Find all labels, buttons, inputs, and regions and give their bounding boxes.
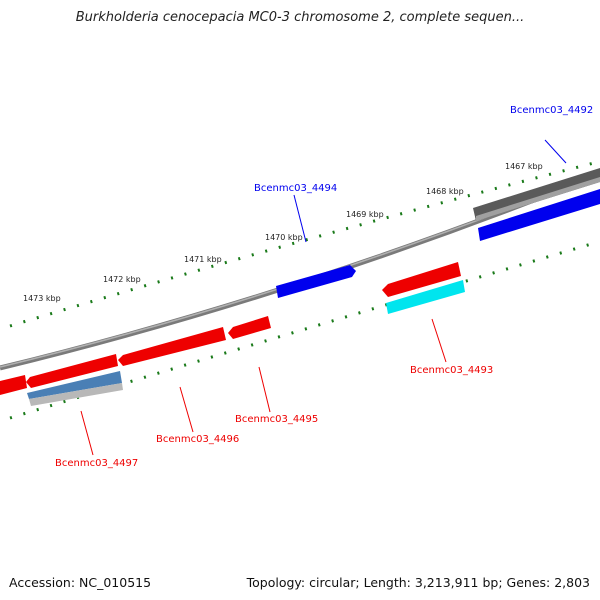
gene-4494-arrow[interactable]: [276, 265, 356, 298]
cds-4497-grey: [29, 383, 123, 406]
label-line: [431, 318, 447, 363]
gene-label-4494[interactable]: Bcenmc03_4494: [254, 183, 337, 194]
label-line: [179, 386, 194, 433]
label-line: [80, 410, 94, 456]
map-title: Burkholderia cenocepacia MC0-3 chromosom…: [75, 10, 525, 25]
gene-label-4496[interactable]: Bcenmc03_4496: [156, 434, 239, 445]
gene-label-4495[interactable]: Bcenmc03_4495: [235, 414, 318, 425]
tick-label: 1468 kbp: [426, 187, 464, 196]
gene-left-arrow[interactable]: [0, 375, 27, 395]
tick-label: 1470 kbp: [265, 233, 303, 242]
cds-4493-bar[interactable]: [386, 280, 465, 314]
gene-label-4492[interactable]: Bcenmc03_4492: [510, 105, 593, 116]
accession-text: Accession: NC_010515: [9, 575, 152, 590]
gene-4493-arrow[interactable]: [382, 262, 461, 297]
gene-4496-arrow[interactable]: [118, 327, 226, 366]
tick-label: 1472 kbp: [103, 275, 141, 284]
tick-label: 1473 kbp: [23, 294, 61, 303]
label-line: [544, 139, 567, 164]
label-line: [293, 194, 307, 243]
gene-4497-arrow[interactable]: [26, 354, 118, 388]
gene-label-4493[interactable]: Bcenmc03_4493: [410, 365, 493, 376]
outer-tick-ring: [9, 160, 599, 328]
label-line: [258, 366, 271, 413]
cds-4497-bar[interactable]: [27, 371, 122, 399]
gene-label-4497[interactable]: Bcenmc03_4497: [55, 458, 138, 469]
genome-summary: Topology: circular; Length: 3,213,911 bp…: [246, 575, 590, 590]
feature-grey-shade: [476, 177, 600, 221]
tick-label: 1467 kbp: [505, 162, 543, 171]
tick-label: 1469 kbp: [346, 210, 384, 219]
tick-label: 1471 kbp: [184, 255, 222, 264]
gene-4492-arrow[interactable]: [478, 189, 600, 241]
gene-4495-arrow[interactable]: [228, 316, 271, 339]
